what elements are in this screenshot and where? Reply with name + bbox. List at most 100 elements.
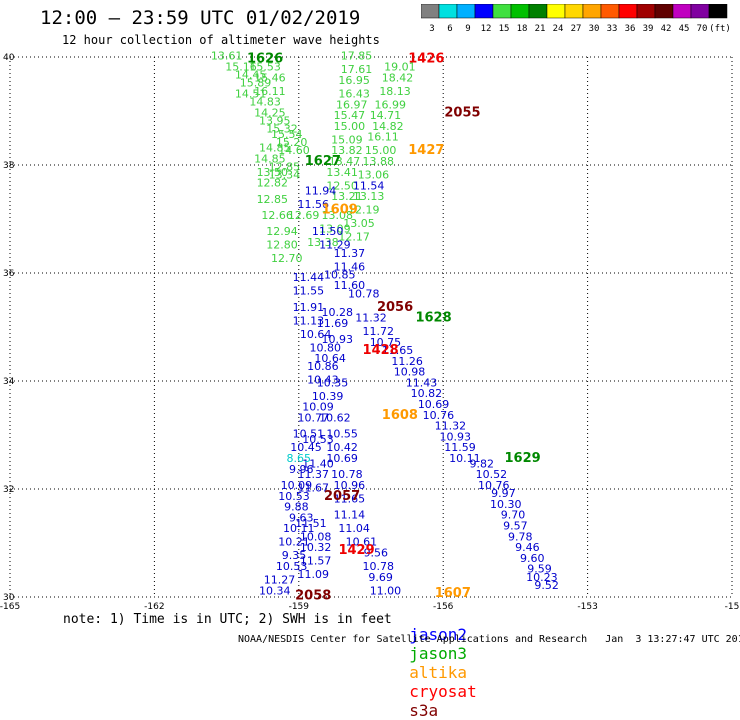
- pass-time-label: 1629: [505, 451, 541, 466]
- color-scale-label: 15: [499, 24, 510, 34]
- wave-height-label: 12.50: [326, 179, 358, 192]
- wave-height-label: 15.00: [334, 120, 366, 133]
- pass-time-label: 1608: [382, 408, 418, 423]
- pass-time-label: 1628: [415, 311, 451, 326]
- wave-height-label: 10.32: [300, 541, 332, 554]
- chart-title: 12:00 – 23:59 UTC 01/02/2019: [40, 7, 361, 29]
- wave-height-label: 9.70: [501, 509, 526, 522]
- y-tick-label: 30: [3, 593, 15, 603]
- x-tick-label: -165: [0, 602, 20, 610]
- wave-height-label: 13.34: [269, 169, 301, 182]
- wave-height-label: 12.19: [348, 204, 380, 217]
- wave-height-label: 12.69: [288, 209, 320, 222]
- color-scale-label: 3: [429, 24, 434, 34]
- wave-height-label: 10.69: [326, 452, 358, 465]
- wave-height-label: 11.32: [355, 312, 387, 325]
- wave-height-label: 8.65: [287, 452, 312, 465]
- wave-height-label: 12.85: [257, 193, 289, 206]
- pass-time-label: 1626: [247, 51, 283, 66]
- wave-height-label: 9.69: [368, 571, 393, 584]
- wave-height-label: 9.52: [534, 579, 559, 592]
- wave-height-label: 12.82: [257, 177, 289, 190]
- wave-height-label: 12.80: [266, 239, 298, 252]
- wave-height-label: 9.78: [508, 530, 533, 543]
- color-scale: 3 6 9 12 15 18 21 24 27 30 33 36 39 42 45 70 (ft): [421, 4, 731, 34]
- legend-altika: altika: [409, 663, 468, 682]
- wave-height-label: 16.99: [375, 98, 407, 111]
- wave-height-label: 10.39: [312, 390, 344, 403]
- color-scale-label: 24: [553, 24, 564, 34]
- wave-height-label: 14.82: [372, 120, 404, 133]
- wave-height-label: 11.00: [370, 584, 402, 597]
- wave-height-label: 15.20: [276, 136, 308, 149]
- color-scale-label: 39: [643, 24, 654, 34]
- x-tick-label: -162: [144, 602, 164, 610]
- legend-cryosat: cryosat: [409, 682, 477, 701]
- wave-height-label: 10.78: [362, 560, 394, 573]
- color-scale-label: (ft): [709, 24, 731, 34]
- color-scale-swatch: [708, 4, 728, 19]
- wave-height-label: 10.21: [278, 536, 310, 549]
- wave-height-label: 13.41: [326, 166, 358, 179]
- wave-height-label: 14.60: [278, 144, 310, 157]
- wave-height-label: 11.51: [295, 517, 327, 530]
- wave-height-label: 14.51: [235, 88, 267, 101]
- wave-height-label: 11.69: [317, 317, 349, 330]
- wave-height-label: 10.09: [302, 401, 334, 414]
- satellite-legend: jason2 jason3 altika cryosat s3a: [390, 606, 487, 720]
- wave-height-label: 10.35: [317, 376, 349, 389]
- wave-height-label: 12.17: [338, 231, 370, 244]
- wave-height-label: 13.38: [307, 236, 339, 249]
- wave-height-label: 11.94: [305, 185, 337, 198]
- wave-height-label: 10.52: [476, 468, 508, 481]
- wave-height-label: 10.23: [526, 571, 558, 584]
- wave-height-label: 9.35: [282, 549, 307, 562]
- wave-height-label: 11.72: [362, 325, 394, 338]
- y-tick-label: 34: [3, 377, 15, 387]
- wave-height-label: 12.85: [269, 160, 301, 173]
- wave-height-label: 11.91: [293, 301, 325, 314]
- pass-time-label: 1427: [408, 143, 444, 158]
- x-tick-label: -153: [577, 602, 597, 610]
- wave-height-label: 10.53: [278, 490, 310, 503]
- wave-height-label: 13.09: [319, 223, 351, 236]
- color-scale-label: 33: [607, 24, 618, 34]
- wave-height-label: 9.46: [515, 541, 540, 554]
- wave-height-label: 14.85: [254, 152, 286, 165]
- wave-height-label: 11.57: [300, 555, 332, 568]
- wave-height-label: 13.82: [331, 144, 363, 157]
- wave-height-label: 10.08: [300, 530, 332, 543]
- wave-height-label: 10.51: [293, 428, 325, 441]
- wave-height-label: 15.54: [271, 128, 303, 141]
- wave-height-label: 11.37: [297, 468, 329, 481]
- wave-height-label: 14.45: [235, 69, 267, 82]
- wave-height-label: 10.28: [322, 306, 354, 319]
- wave-height-label: 10.53: [276, 560, 308, 573]
- wave-height-label: 10.34: [259, 584, 291, 597]
- color-scale-label: 9: [465, 24, 470, 34]
- color-scale-label: 30: [589, 24, 600, 34]
- color-scale-label: 42: [661, 24, 672, 34]
- pass-time-label: 1426: [408, 51, 444, 66]
- wave-height-label: 9.96: [289, 463, 314, 476]
- wave-height-label: 16.11: [367, 131, 399, 144]
- wave-height-label: 10.53: [302, 433, 334, 446]
- wave-height-label: 10.78: [348, 287, 380, 300]
- color-scale-label: 18: [517, 24, 528, 34]
- wave-height-label: 10.62: [319, 412, 351, 425]
- x-tick-label: -15: [725, 602, 740, 610]
- wave-height-label: 11.59: [444, 441, 476, 454]
- wave-height-label: 10.42: [326, 441, 358, 454]
- wave-height-label: 14.85: [259, 142, 291, 155]
- wave-height-label: 11.65: [382, 344, 414, 357]
- wave-height-label: 16.43: [338, 88, 370, 101]
- wave-height-label: 11.65: [334, 493, 366, 506]
- color-scale-label: 12: [481, 24, 492, 34]
- pass-time-label: 1627: [305, 154, 341, 169]
- color-scale-label: 27: [571, 24, 582, 34]
- wave-height-label: 10.43: [307, 374, 339, 387]
- wave-height-map: -165 -162 -159 -156 -153 -15 30 32 34 36 38 40 13.61…: [0, 50, 740, 610]
- wave-height-label: 10.80: [310, 341, 342, 354]
- wave-height-label: 11.26: [391, 355, 423, 368]
- wave-height-label: 15.00: [365, 144, 397, 157]
